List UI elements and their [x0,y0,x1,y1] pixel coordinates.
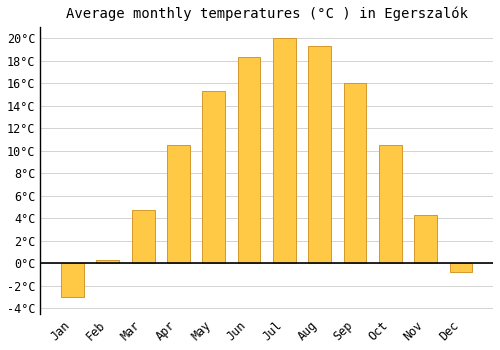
Bar [414,215,437,263]
Bar [238,57,260,263]
Bar [167,145,190,263]
Bar [273,38,296,263]
Bar [96,260,119,263]
Bar [379,145,402,263]
Bar [202,91,225,263]
Bar [132,210,154,263]
Bar [61,263,84,297]
Bar [344,83,366,263]
Bar [308,46,331,263]
Title: Average monthly temperatures (°C ) in Egerszalók: Average monthly temperatures (°C ) in Eg… [66,7,468,21]
Bar [450,263,472,272]
